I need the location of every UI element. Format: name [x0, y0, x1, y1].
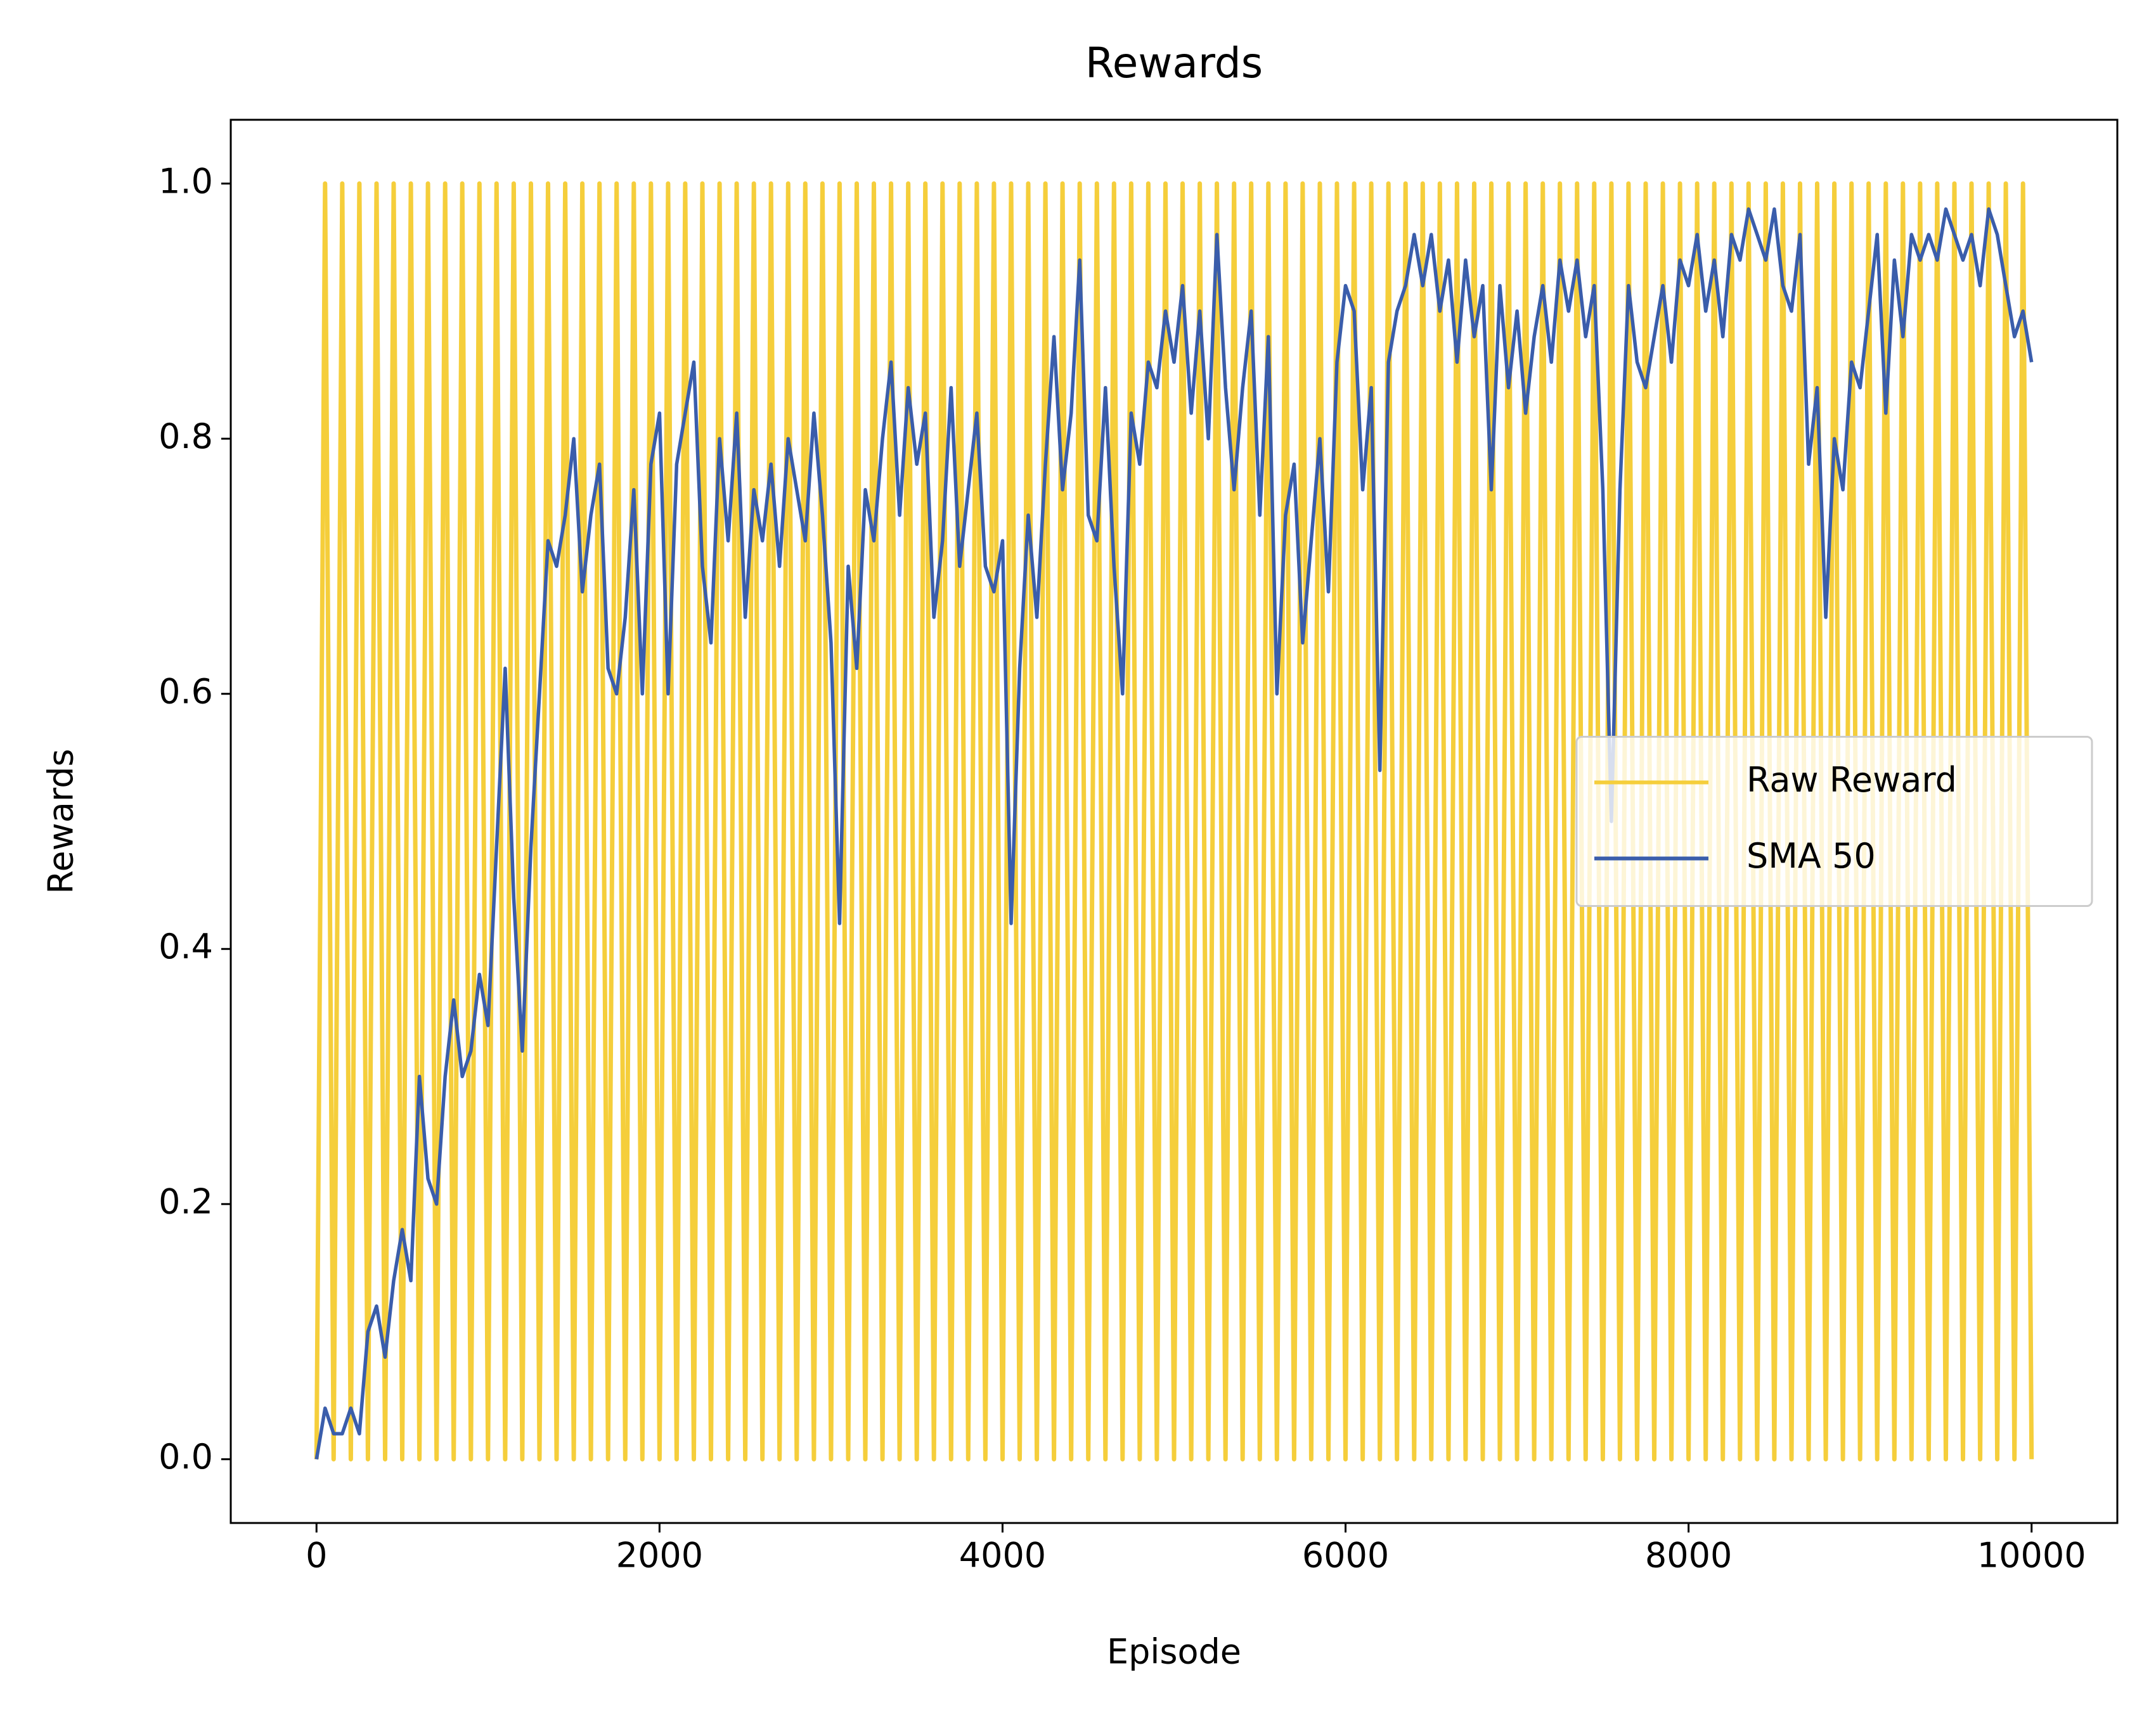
x-axis-label: Episode: [1107, 1632, 1241, 1672]
y-tick-label: 1.0: [158, 161, 213, 201]
series-line: [314, 207, 2034, 1460]
x-tick-label: 2000: [616, 1536, 703, 1576]
y-tick-label: 0.0: [158, 1437, 213, 1477]
plot-frame: [229, 119, 2119, 1524]
y-tick-label: 0.2: [158, 1181, 213, 1221]
y-tick-label: 0.4: [158, 927, 213, 967]
legend-frame: [1575, 736, 2093, 907]
y-tick-label: 0.8: [158, 416, 213, 456]
chart-title: Rewards: [1085, 39, 1263, 87]
y-axis-label: Rewards: [41, 749, 81, 894]
legend-label: Raw Reward: [1746, 760, 1957, 800]
x-tick-label: 8000: [1645, 1536, 1732, 1576]
y-tick-label: 0.6: [158, 671, 213, 711]
x-tick-label: 6000: [1302, 1536, 1389, 1576]
legend-label: SMA 50: [1746, 836, 1876, 876]
x-tick-label: 4000: [959, 1536, 1046, 1576]
x-tick-label: 0: [306, 1536, 327, 1576]
x-tick-label: 10000: [1977, 1536, 2086, 1576]
series-line: [314, 181, 2034, 1462]
